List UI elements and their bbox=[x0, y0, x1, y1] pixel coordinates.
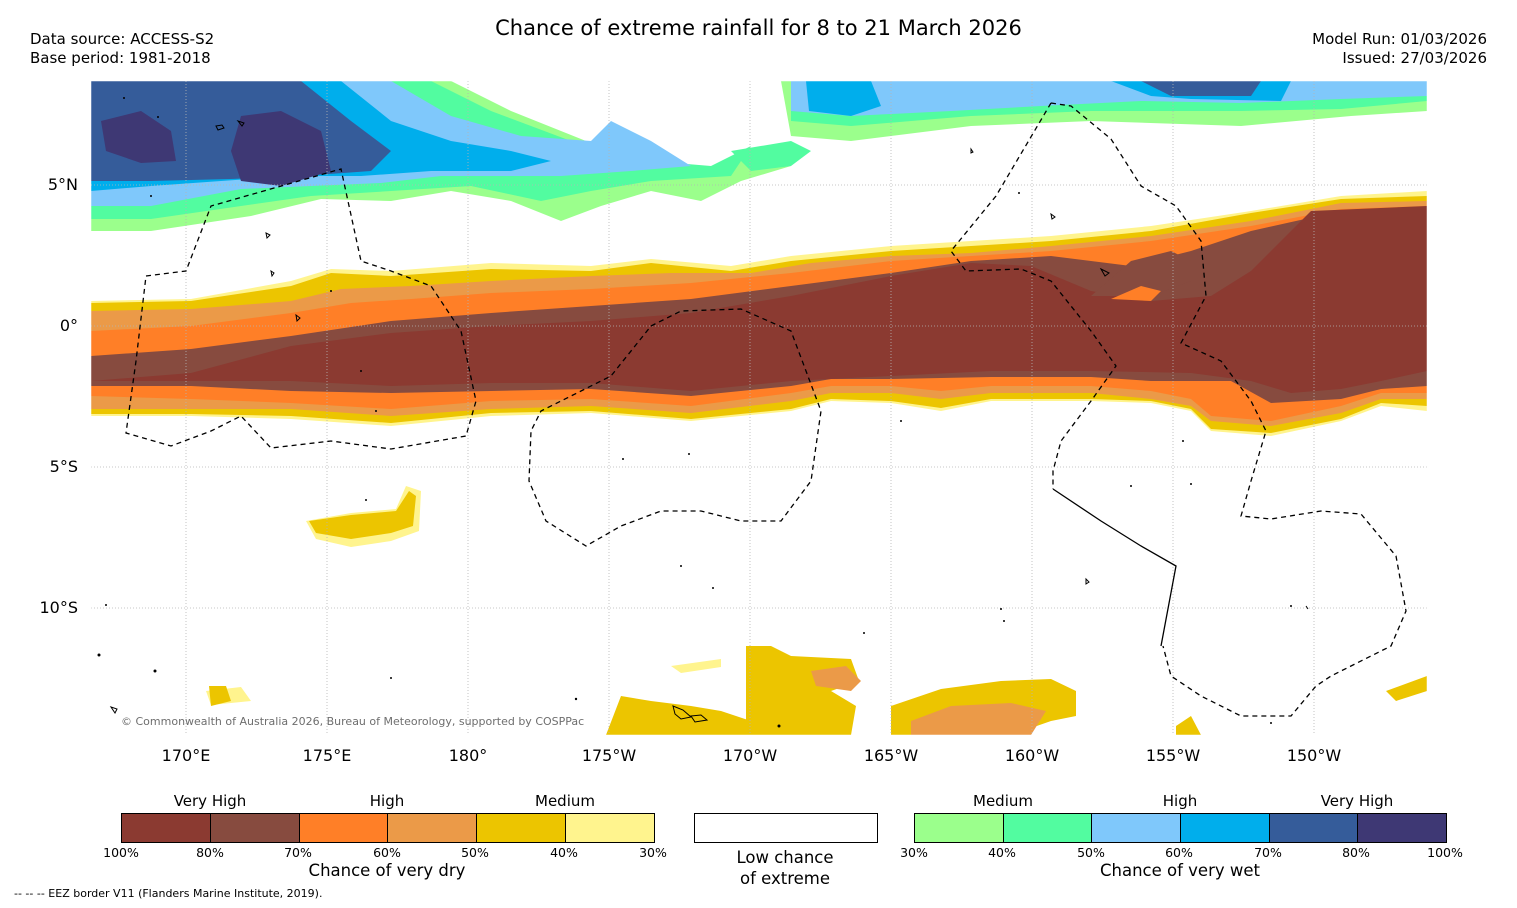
chart-title: Chance of extreme rainfall for 8 to 21 M… bbox=[495, 16, 1022, 40]
neutral-swatch bbox=[694, 813, 878, 843]
lat-label-5n: 5°N bbox=[47, 175, 78, 194]
island-outlines bbox=[109, 119, 1309, 723]
lon-label-155w: 155°W bbox=[1145, 746, 1201, 765]
wet-level-very-high: Very High bbox=[1320, 792, 1394, 810]
dry-swatch bbox=[566, 814, 654, 842]
dry-tick: 80% bbox=[196, 845, 224, 860]
neutral-caption-line1: Low chance bbox=[736, 848, 834, 867]
lat-label-0: 0° bbox=[59, 316, 78, 335]
lon-label-150w: 150°W bbox=[1286, 746, 1342, 765]
wet-colorbar bbox=[914, 813, 1447, 843]
wet-swatch bbox=[1181, 814, 1270, 842]
lon-label-175e: 175°E bbox=[302, 746, 352, 765]
model-run-text: Model Run: 01/03/2026 bbox=[1312, 30, 1487, 48]
dry-tick: 50% bbox=[461, 845, 489, 860]
wet-swatch bbox=[1358, 814, 1447, 842]
dry-tick: 70% bbox=[284, 845, 312, 860]
wet-tick: 50% bbox=[1077, 845, 1105, 860]
issued-text: Issued: 27/03/2026 bbox=[1342, 49, 1487, 67]
wet-tick: 80% bbox=[1342, 845, 1370, 860]
copyright-text: © Commonwealth of Australia 2026, Bureau… bbox=[121, 715, 585, 728]
dry-level-high: High bbox=[369, 792, 405, 810]
wet-tick: 70% bbox=[1254, 845, 1282, 860]
dry-swatch bbox=[210, 814, 300, 842]
wet-region-north bbox=[91, 81, 1427, 231]
dry-tick: 40% bbox=[550, 845, 578, 860]
wet-tick: 40% bbox=[988, 845, 1016, 860]
dry-tick: 30% bbox=[639, 845, 667, 860]
data-info: Data source: ACCESS-S2 Base period: 1981… bbox=[30, 30, 214, 68]
international-border-line bbox=[1052, 488, 1177, 647]
dry-level-very-high: Very High bbox=[173, 792, 247, 810]
wet-level-medium: Medium bbox=[973, 792, 1033, 810]
wet-caption: Chance of very wet bbox=[1100, 861, 1260, 880]
lon-label-165w: 165°W bbox=[863, 746, 919, 765]
dry-swatch bbox=[477, 814, 567, 842]
dry-tick: 100% bbox=[103, 845, 139, 860]
dry-tick: 60% bbox=[373, 845, 401, 860]
dry-level-medium: Medium bbox=[535, 792, 595, 810]
wet-swatch bbox=[915, 814, 1004, 842]
wet-tick: 100% bbox=[1427, 845, 1463, 860]
dry-colorbar bbox=[121, 813, 655, 843]
wet-swatch bbox=[1092, 814, 1182, 842]
rainfall-map bbox=[91, 81, 1427, 735]
wet-tick: 30% bbox=[900, 845, 928, 860]
lon-label-160w: 160°W bbox=[1004, 746, 1060, 765]
data-source-text: Data source: ACCESS-S2 bbox=[30, 30, 215, 48]
wet-swatch bbox=[1269, 814, 1359, 842]
dry-caption: Chance of very dry bbox=[308, 861, 466, 880]
lon-label-180: 180° bbox=[448, 746, 488, 765]
lon-label-170w: 170°W bbox=[722, 746, 778, 765]
island-dots bbox=[97, 97, 1292, 728]
lat-label-5s: 5°S bbox=[49, 457, 78, 476]
wet-swatch bbox=[1003, 814, 1093, 842]
eez-borders bbox=[125, 102, 1407, 717]
run-info: Model Run: 01/03/2026 Issued: 27/03/2026 bbox=[1312, 30, 1487, 68]
base-period-text: Base period: 1981-2018 bbox=[30, 49, 211, 67]
lon-label-170e: 170°E bbox=[161, 746, 211, 765]
lat-label-10s: 10°S bbox=[39, 598, 78, 617]
dry-swatch bbox=[122, 814, 211, 842]
neutral-caption: Low chance of extreme bbox=[685, 847, 885, 889]
neutral-caption-line2: of extreme bbox=[739, 869, 831, 888]
dry-swatch bbox=[388, 814, 478, 842]
dry-swatch bbox=[299, 814, 389, 842]
wet-level-high: High bbox=[1162, 792, 1198, 810]
dry-region-equatorial bbox=[91, 191, 1427, 436]
wet-tick: 60% bbox=[1165, 845, 1193, 860]
eez-footnote: -- -- -- EEZ border V11 (Flanders Marine… bbox=[14, 887, 323, 900]
lon-label-175w: 175°W bbox=[581, 746, 637, 765]
dry-patches-south bbox=[206, 486, 1427, 735]
grid-lines bbox=[91, 81, 1427, 735]
